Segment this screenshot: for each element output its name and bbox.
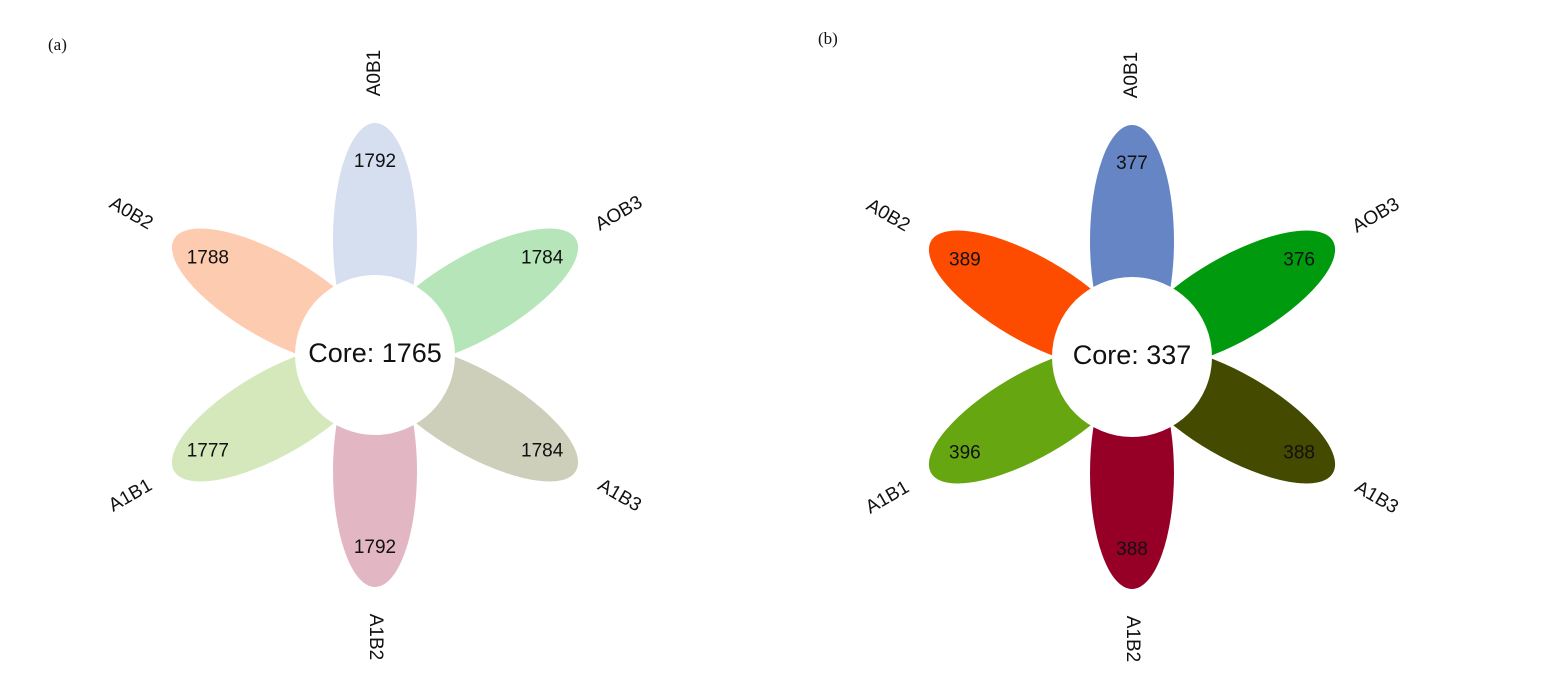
petal-name: A0B1 <box>1121 52 1142 98</box>
petal-value: 389 <box>949 250 981 271</box>
petal-value: 388 <box>1283 443 1315 464</box>
panel-label: (b) <box>818 29 838 48</box>
petal-value: 1788 <box>187 248 229 269</box>
petal-name: A0B2 <box>106 193 157 234</box>
core-circle <box>1052 277 1212 437</box>
petal-value: 377 <box>1116 153 1148 174</box>
flower-panel: (b) Core: 337 377 A0B1 376 AOB3 388 A1B3 388 A1B2… <box>818 29 1403 662</box>
panel-label: (a) <box>48 35 67 54</box>
petal-name: A1B2 <box>365 614 386 660</box>
petal-name: A0B1 <box>364 50 385 96</box>
petal-value: 1784 <box>521 248 564 269</box>
petal-value: 388 <box>1116 539 1148 560</box>
core-circle <box>295 275 455 435</box>
petal-name: A1B1 <box>862 477 913 518</box>
petal-value: 1784 <box>521 441 564 462</box>
petal-name: AOB3 <box>592 192 646 236</box>
petal-name: A1B2 <box>1122 616 1143 662</box>
petal-name: A1B1 <box>105 475 156 516</box>
core-label: Core: 337 <box>1073 340 1192 370</box>
petal-name: A1B3 <box>594 475 645 516</box>
flower-panel: (a) Core: 1765 1792 A0B1 1784 AOB3 1784 A1B3 179… <box>48 35 646 660</box>
petal-value: 376 <box>1283 250 1315 271</box>
petal-value: 396 <box>949 443 981 464</box>
petal-value: 1792 <box>354 537 396 558</box>
petal-name: A0B2 <box>863 195 914 236</box>
petal-value: 1777 <box>187 441 229 462</box>
core-label: Core: 1765 <box>308 338 442 368</box>
petal-name: A1B3 <box>1351 477 1402 518</box>
petal-value: 1792 <box>354 151 396 172</box>
petal-name: AOB3 <box>1349 194 1403 238</box>
